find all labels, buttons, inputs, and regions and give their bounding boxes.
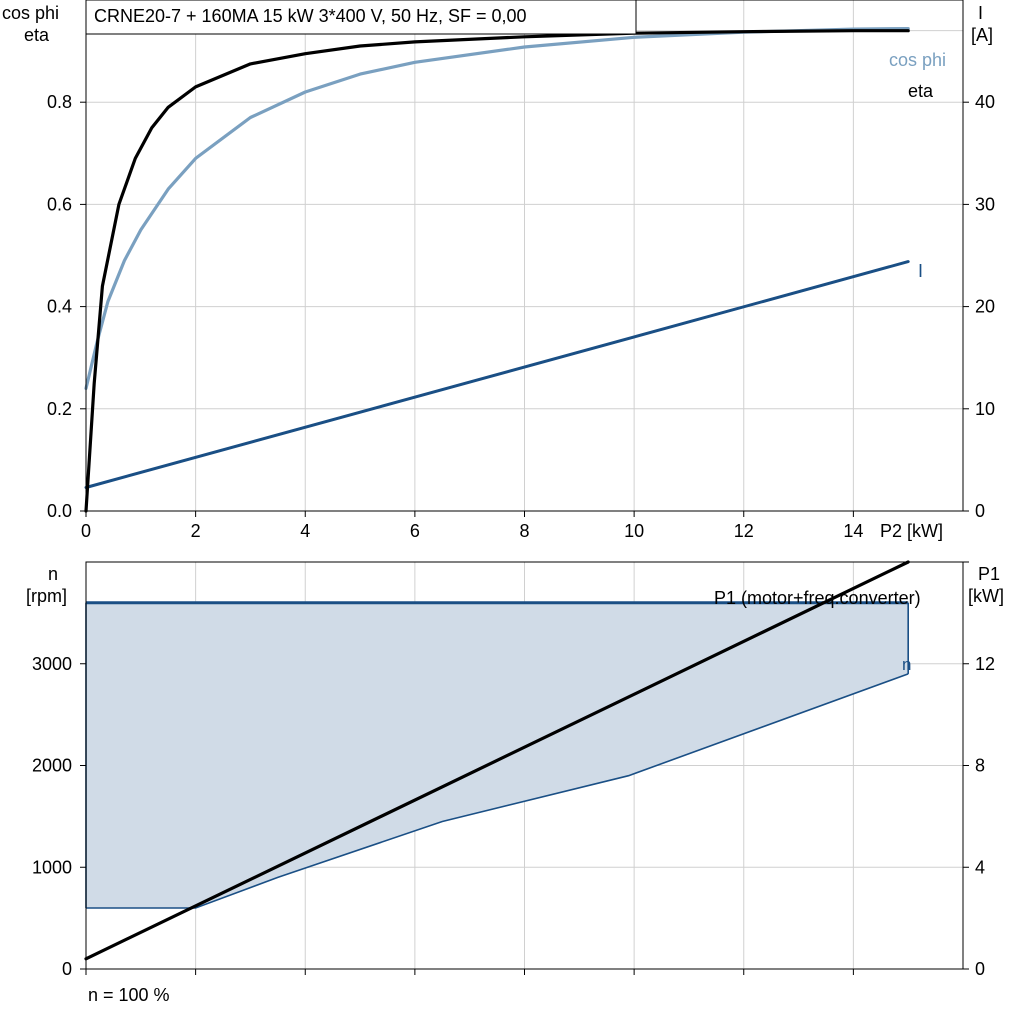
bottom-y-tick-label: 1000 <box>32 857 72 877</box>
bottom-series <box>84 560 910 961</box>
top-x-tick-label: 2 <box>191 521 201 541</box>
legend-cosphi: cos phi <box>889 50 946 70</box>
top-y-tick-label: 0.2 <box>47 399 72 419</box>
p1-line <box>84 560 910 961</box>
top-y-tick-label: 0.6 <box>47 194 72 214</box>
bottom-y-tick-label: 3000 <box>32 654 72 674</box>
top-y2-tick-label: 0 <box>975 501 985 521</box>
speed-range-area <box>86 602 909 908</box>
bottom-right-axis-label-2: [kW] <box>968 586 1004 606</box>
bottom-y-tick-label: 2000 <box>32 756 72 776</box>
footnote: n = 100 % <box>88 985 170 1005</box>
top-right-axis-label-1: I <box>978 3 983 23</box>
top-x-tick-label: 4 <box>300 521 310 541</box>
bottom-left-axis-label-1: n <box>48 564 58 584</box>
bottom-chart: 0 1000 2000 3000 0 4 8 12 n [rpm] P1 [kW] P1 (m… <box>26 560 1004 1005</box>
top-x-tick-label: 10 <box>624 521 644 541</box>
bottom-y-tick-label: 0 <box>62 959 72 979</box>
bottom-right-axis-label-1: P1 <box>978 564 1000 584</box>
speed-min-line <box>86 673 909 909</box>
top-y2-tick-label: 10 <box>975 399 995 419</box>
top-x-tick-label: 6 <box>410 521 420 541</box>
top-x-tick-label: 12 <box>734 521 754 541</box>
top-right-axis-label-2: [A] <box>971 25 993 45</box>
bottom-tick-labels: 0 1000 2000 3000 0 4 8 12 <box>32 561 995 979</box>
top-tick-labels: 0 2 4 6 8 10 12 14 0.0 0.2 0.4 0.6 0.8 0 10 20 30 40 <box>47 92 995 541</box>
legend-speed: n <box>902 655 911 674</box>
top-y2-tick-label: 30 <box>975 194 995 214</box>
top-y-tick-label: 0.4 <box>47 297 72 317</box>
top-y-tick-label: 0.0 <box>47 501 72 521</box>
top-series <box>84 27 910 513</box>
top-y2-tick-label: 40 <box>975 92 995 112</box>
legend-p1: P1 (motor+freq.converter) <box>714 588 921 608</box>
series-line-eta <box>84 29 910 513</box>
bottom-left-axis-label-2: [rpm] <box>26 586 67 606</box>
top-left-axis-label-1: cos phi <box>2 3 59 23</box>
top-x-tick-label: 14 <box>843 521 863 541</box>
series-line-cos-phi <box>84 27 910 390</box>
top-x-tick-label: 8 <box>519 521 529 541</box>
legend-eta: eta <box>908 81 934 101</box>
bottom-y2-tick-label: 0 <box>975 959 985 979</box>
top-left-axis-label-2: eta <box>24 25 50 45</box>
title-box <box>85 0 637 35</box>
bottom-y2-tick-label: 4 <box>975 857 985 877</box>
legend-current: I <box>918 261 923 281</box>
chart-title: CRNE20-7 + 160MA 15 kW 3*400 V, 50 Hz, S… <box>94 6 527 26</box>
bottom-y2-tick-label: 8 <box>975 756 985 776</box>
bottom-y2-tick-label: 12 <box>975 654 995 674</box>
top-x-tick-label: 0 <box>81 521 91 541</box>
top-chart: 0 2 4 6 8 10 12 14 0.0 0.2 0.4 0.6 0.8 0 10 20 30 40 CRNE… <box>2 0 995 541</box>
top-x-axis-label: P2 [kW] <box>880 521 943 541</box>
top-y2-tick-label: 20 <box>975 297 995 317</box>
top-y-tick-label: 0.8 <box>47 92 72 112</box>
series-line-i <box>84 260 910 489</box>
